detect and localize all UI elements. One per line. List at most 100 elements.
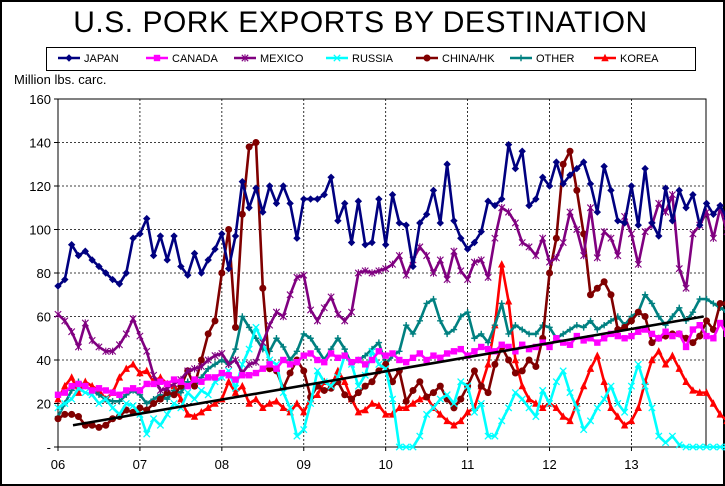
data-point-korea	[395, 403, 404, 412]
data-point-other	[362, 352, 369, 359]
data-point-japan	[211, 245, 219, 253]
data-point-canada	[164, 380, 171, 388]
data-point-other	[607, 317, 615, 325]
data-point-korea	[368, 399, 376, 407]
data-point-china-hk	[586, 291, 594, 299]
data-point-mexico	[109, 347, 117, 355]
data-point-japan	[279, 182, 287, 190]
data-point-korea	[511, 355, 520, 364]
data-point-russia	[129, 402, 137, 410]
data-point-canada	[580, 337, 587, 344]
data-point-russia	[354, 382, 363, 390]
data-point-korea	[463, 408, 472, 416]
data-point-korea	[675, 364, 683, 372]
legend-swatch-marker	[65, 54, 73, 62]
data-point-other	[437, 317, 444, 325]
data-point-mexico	[218, 349, 226, 358]
data-point-canada	[184, 382, 191, 390]
data-point-mexico	[245, 360, 253, 369]
data-point-japan	[607, 186, 615, 195]
data-point-russia	[450, 399, 458, 408]
data-point-russia	[368, 347, 376, 355]
data-point-japan	[320, 191, 328, 199]
data-point-canada	[648, 330, 656, 338]
data-point-korea	[709, 399, 718, 407]
data-point-japan	[341, 199, 349, 208]
data-point-mexico	[532, 251, 540, 260]
data-point-japan	[579, 158, 588, 166]
data-point-japan	[334, 217, 342, 225]
data-point-japan	[559, 180, 567, 188]
data-point-russia	[586, 417, 595, 425]
data-point-other	[519, 326, 526, 333]
data-point-china-hk	[696, 332, 704, 340]
data-point-russia	[54, 404, 62, 412]
data-point-canada	[382, 352, 389, 359]
data-point-other	[416, 317, 424, 325]
data-point-japan	[463, 245, 472, 253]
data-point-china-hk	[470, 367, 478, 375]
y-tick-label: 120	[29, 179, 51, 194]
data-point-mexico	[573, 225, 581, 234]
data-point-russia	[327, 382, 335, 390]
data-point-china-hk	[163, 389, 171, 397]
data-point-china-hk	[689, 339, 697, 347]
data-point-japan	[259, 208, 267, 216]
data-point-mexico	[382, 264, 390, 273]
data-point-mexico	[115, 341, 124, 349]
data-point-canada	[348, 358, 355, 366]
data-point-other	[450, 326, 458, 333]
data-point-mexico	[300, 271, 308, 279]
data-point-korea	[402, 403, 410, 412]
legend-item-japan: JAPAN	[58, 53, 119, 65]
data-point-mexico	[539, 234, 547, 242]
data-point-canada	[286, 361, 294, 368]
data-point-russia	[498, 417, 506, 425]
data-point-china-hk	[416, 378, 424, 386]
data-point-korea	[443, 416, 451, 425]
data-point-china-hk	[546, 269, 554, 277]
data-point-mexico	[559, 238, 567, 247]
data-point-japan	[149, 251, 158, 260]
data-point-korea	[620, 421, 629, 429]
data-point-japan	[716, 201, 724, 210]
data-point-china-hk	[511, 369, 519, 377]
data-point-china-hk	[204, 330, 212, 338]
data-point-russia	[416, 432, 424, 440]
x-tick-label: 08	[215, 457, 229, 472]
data-point-japan	[122, 269, 130, 277]
data-point-russia	[95, 399, 103, 408]
data-point-russia	[559, 367, 567, 375]
data-point-canada	[191, 376, 198, 383]
data-point-china-hk	[627, 317, 635, 325]
data-point-mexico	[457, 267, 465, 275]
data-point-japan	[689, 191, 697, 199]
data-point-korea	[129, 360, 137, 368]
data-point-other	[375, 339, 383, 346]
data-point-china-hk	[505, 356, 513, 364]
data-point-korea	[668, 351, 677, 359]
data-point-russia	[696, 443, 704, 451]
data-point-russia	[477, 399, 485, 408]
data-point-japan	[204, 256, 212, 264]
data-point-japan	[682, 204, 690, 212]
data-point-russia	[143, 430, 151, 438]
data-point-mexico	[286, 291, 294, 299]
data-point-japan	[361, 241, 369, 249]
data-point-japan	[627, 182, 636, 190]
data-point-other	[566, 326, 574, 333]
series-canada	[54, 319, 725, 398]
data-point-mexico	[511, 219, 519, 227]
data-point-korea	[450, 421, 458, 429]
data-point-mexico	[184, 367, 192, 375]
data-point-japan	[477, 227, 485, 236]
data-point-canada	[232, 376, 239, 383]
data-point-canada	[150, 380, 157, 388]
data-point-korea	[682, 377, 690, 385]
data-point-japan	[293, 234, 301, 242]
data-point-china-hk	[348, 395, 356, 403]
data-point-canada	[314, 356, 321, 364]
data-point-russia	[61, 399, 69, 408]
data-point-korea	[627, 416, 636, 425]
data-point-canada	[559, 339, 567, 346]
